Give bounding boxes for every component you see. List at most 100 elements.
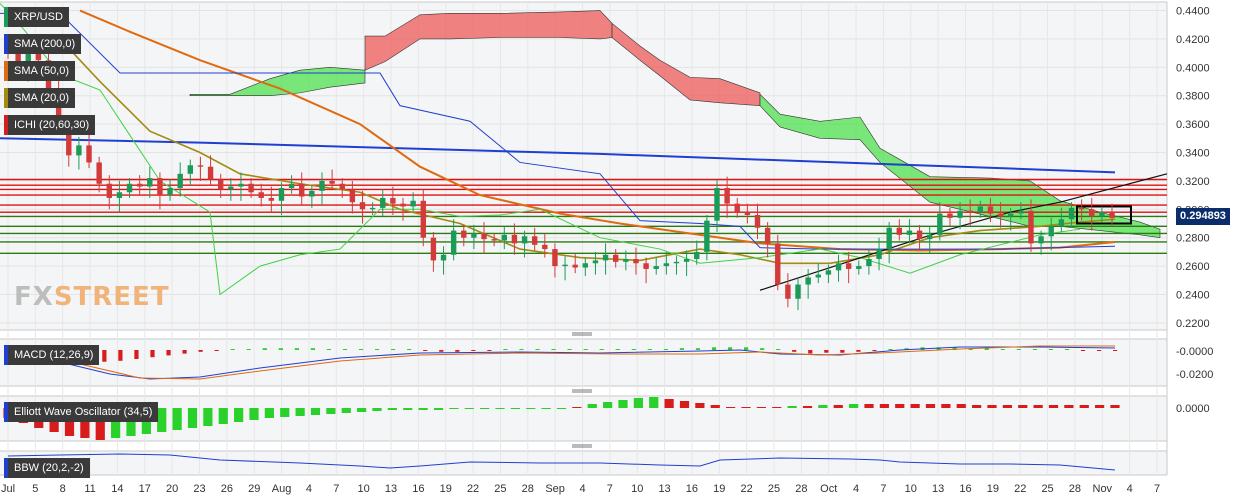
candle-body (207, 166, 214, 180)
candle-body (106, 183, 112, 198)
ewo-bar (925, 404, 936, 408)
ewo-bar (879, 404, 889, 408)
ewo-bar (1095, 405, 1105, 408)
time-tick-label: 4 (1127, 483, 1133, 495)
macd-tick-label: -0.0000 (1176, 346, 1213, 358)
time-tick-label: 16 (686, 483, 698, 495)
macd-bar (744, 347, 749, 350)
ewo-bar (464, 408, 474, 409)
candle-body (147, 178, 153, 187)
macd-bar (358, 349, 364, 350)
time-tick-label: 28 (1069, 483, 1081, 495)
candle-body (845, 263, 852, 269)
ewo-bar (1018, 405, 1028, 408)
macd-label[interactable]: MACD (12,26,9) (4, 345, 100, 365)
time-tick-label: 13 (385, 483, 397, 495)
macd-bar (856, 350, 861, 352)
ewo-bar (403, 408, 413, 410)
candle-body (1109, 212, 1115, 218)
candle-body (66, 124, 72, 156)
candle-body (775, 243, 781, 285)
ewo-bar (710, 405, 720, 408)
candle-body (683, 259, 690, 262)
time-tick-label: Jul (1, 483, 15, 495)
macd-bar (198, 350, 203, 352)
price-tick-label: 0.3400 (1176, 148, 1210, 160)
candle-body (299, 183, 305, 197)
ewo-bar (726, 407, 736, 408)
candle-body (96, 162, 102, 184)
ewo-bar (264, 408, 274, 418)
price-tick-label: 0.4200 (1176, 34, 1210, 46)
macd-bar (647, 349, 652, 350)
candle-body (987, 206, 994, 214)
time-tick-label: 28 (795, 483, 807, 495)
macd-bar (118, 350, 123, 361)
macd-bar (840, 350, 845, 353)
candle-body (369, 207, 376, 210)
candle-body (805, 277, 811, 285)
price-tick-label: 0.2600 (1176, 261, 1210, 273)
time-tick-label: 13 (658, 483, 670, 495)
indicator-label-sma200[interactable]: SMA (200,0) (4, 34, 82, 54)
candle-body (815, 274, 821, 278)
time-tick-label: Oct (820, 483, 837, 495)
price-tick-label: 0.3200 (1176, 176, 1210, 188)
macd-bar (824, 350, 829, 353)
macd-bar (166, 350, 171, 356)
candle-body (886, 227, 892, 250)
candle-body (896, 227, 903, 235)
macd-bar (615, 349, 620, 350)
ewo-bar (541, 408, 551, 409)
candle-body (997, 213, 1004, 217)
macd-bar (599, 349, 604, 350)
time-tick-label: 4 (306, 483, 312, 495)
candle-body (339, 183, 345, 190)
ewo-bar (480, 408, 490, 409)
ewo-bar (526, 408, 536, 409)
candle-body (1078, 207, 1085, 210)
macd-bar (262, 348, 267, 350)
candle-body (400, 203, 406, 207)
macd-bar (952, 347, 957, 350)
time-tick-label: 25 (494, 483, 506, 495)
ewo-bar (802, 406, 813, 408)
macd-bar (134, 350, 139, 359)
candle-body (450, 230, 457, 255)
ewo-bar (433, 408, 444, 410)
ewo-bar (1079, 405, 1089, 408)
candle-body (309, 190, 315, 197)
candle-body (926, 234, 933, 240)
ewo-label[interactable]: Elliott Wave Oscillator (34,5) (4, 402, 159, 422)
price-tick-label: 0.3800 (1176, 91, 1210, 103)
candle-body (420, 200, 426, 238)
time-tick-label: 25 (1041, 483, 1053, 495)
ewo-bar (772, 407, 782, 408)
macd-bar (1113, 350, 1118, 351)
indicator-label-sma20[interactable]: SMA (20,0) (4, 88, 76, 108)
sma200-line (0, 137, 1116, 174)
time-tick-label: Nov (1093, 483, 1113, 495)
ewo-bar (111, 408, 121, 438)
ewo-bar (633, 398, 643, 408)
candle-body (167, 188, 173, 196)
ewo-bar (987, 405, 997, 408)
ewo-bar (234, 408, 244, 422)
candle-body (947, 213, 953, 218)
pair-label[interactable]: XRP/USD (4, 7, 69, 27)
ewo-bar (649, 397, 659, 408)
candlesticks (5, 38, 1115, 311)
candle-body (592, 260, 599, 264)
candle-body (481, 233, 487, 240)
time-tick-label: Aug (272, 483, 292, 495)
macd-bar (760, 348, 765, 350)
time-tick-label: 26 (221, 483, 233, 495)
indicator-label-ichimoku[interactable]: ICHI (20,60,30) (4, 115, 96, 135)
indicator-label-sma50[interactable]: SMA (50,0) (4, 61, 76, 81)
ewo-bar (587, 404, 597, 408)
candle-body (217, 179, 224, 190)
bbw-label[interactable]: BBW (20,2,-2) (4, 458, 90, 478)
price-tick-label: 0.4400 (1176, 6, 1210, 18)
macd-bar (310, 348, 316, 350)
ewo-bar (495, 408, 505, 409)
